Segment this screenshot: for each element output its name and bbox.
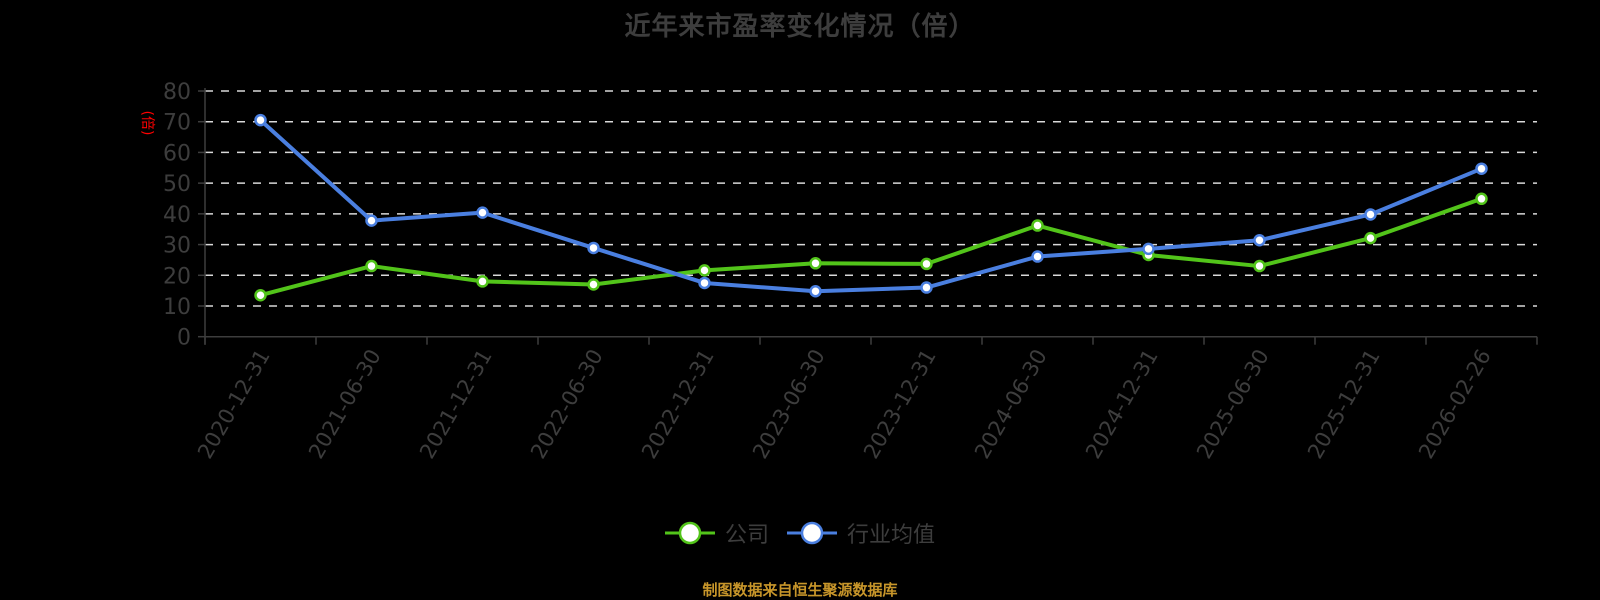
data-point[interactable] [254,288,267,302]
data-point[interactable] [587,241,600,255]
y-axis: 0 10 20 30 40 50 60 70 80 [163,80,206,351]
x-tick-label: 2024-12-31 [1081,345,1163,463]
data-point[interactable] [809,257,822,270]
x-tick-label: 2024-06-30 [970,345,1052,463]
data-point[interactable] [476,275,489,288]
data-point[interactable] [1031,250,1044,263]
x-tick-label: 2025-12-31 [1303,345,1385,463]
y-axis-label: (倍) [139,111,155,136]
data-point[interactable] [1031,219,1044,232]
data-point[interactable] [1364,208,1377,221]
y-tick-label: 20 [163,264,191,289]
data-point[interactable] [476,206,489,219]
legend-item-company[interactable]: 公司 [664,517,769,549]
data-point[interactable] [1364,231,1377,245]
data-point[interactable] [1475,162,1488,175]
y-tick-label: 30 [163,234,191,259]
data-point[interactable] [1475,192,1488,206]
y-tick-label: 70 [163,111,191,136]
x-tick-label: 2020-12-31 [193,345,275,463]
data-point[interactable] [809,284,822,298]
grid-lines [205,90,1537,307]
x-tick-label: 2022-12-31 [637,345,719,463]
y-tick-label: 10 [163,295,191,320]
data-source-footer: 制图数据来自恒生聚源数据库 [702,581,898,599]
legend-label-industry: 行业均值 [847,523,936,548]
legend-item-industry[interactable]: 行业均值 [787,517,935,549]
legend-marker-industry-icon [787,521,837,545]
y-tick-label: 50 [163,172,191,197]
legend: 公司 行业均值 [0,517,1600,549]
series-industry [254,113,1488,298]
x-tick-label: 2025-06-30 [1192,345,1274,463]
y-tick-label: 80 [163,80,191,105]
data-point[interactable] [1253,234,1266,247]
x-tick-label: 2021-06-30 [304,345,386,463]
data-point[interactable] [1253,259,1266,273]
x-tick-label: 2023-12-31 [859,345,941,463]
data-point[interactable] [1142,242,1155,256]
x-axis: 2020-12-31 2021-06-30 2021-12-31 2022-06-30… [193,335,1538,463]
x-tick-label: 2022-06-30 [526,345,608,463]
x-tick-label: 2023-06-30 [748,345,830,463]
x-tick-label: 2026-02-26 [1414,345,1496,463]
data-point[interactable] [587,278,600,291]
data-point[interactable] [365,214,378,227]
series-company [254,192,1488,302]
series-lines [254,113,1488,302]
chart-title: 近年来市盈率变化情况（倍） [624,12,976,42]
data-point[interactable] [920,257,933,271]
x-tick-label: 2021-12-31 [415,345,497,463]
data-point[interactable] [698,276,711,290]
y-tick-label: 0 [177,326,191,351]
legend-marker-company-icon [664,521,715,545]
y-tick-label: 40 [163,203,191,228]
data-point[interactable] [365,259,378,273]
legend-label-company: 公司 [724,523,769,548]
data-point[interactable] [698,264,711,277]
data-point[interactable] [920,281,933,294]
y-tick-label: 60 [163,141,191,166]
data-point[interactable] [254,113,267,127]
